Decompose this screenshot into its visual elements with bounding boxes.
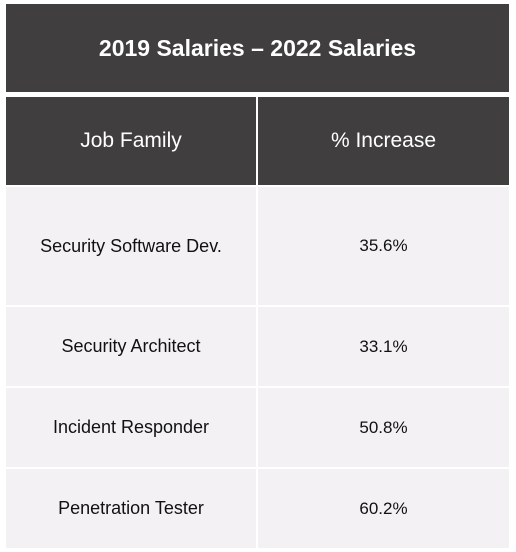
- header-row: Job Family % Increase: [6, 97, 509, 186]
- column-header-job-family: Job Family: [6, 97, 257, 186]
- increase-cell: 35.6%: [256, 185, 509, 306]
- job-family-cell: Incident Responder: [6, 386, 257, 468]
- job-family-cell: Security Architect: [6, 305, 257, 387]
- table-title: 2019 Salaries – 2022 Salaries: [6, 4, 509, 92]
- column-header-percent-increase: % Increase: [256, 97, 509, 186]
- increase-cell: 50.8%: [256, 386, 509, 468]
- salary-table: Job Family % Increase Security Software …: [6, 97, 509, 548]
- table-title-text: 2019 Salaries – 2022 Salaries: [98, 34, 417, 61]
- job-family-cell: Penetration Tester: [6, 467, 257, 548]
- increase-cell: 60.2%: [256, 467, 509, 548]
- table-row: Security Software Dev. 35.6%: [6, 185, 509, 306]
- table-row: Incident Responder 50.8%: [6, 386, 509, 468]
- job-family-cell: Security Software Dev.: [6, 185, 257, 306]
- table-row: Penetration Tester 60.2%: [6, 467, 509, 548]
- table-row: Security Architect 33.1%: [6, 305, 509, 387]
- increase-cell: 33.1%: [256, 305, 509, 387]
